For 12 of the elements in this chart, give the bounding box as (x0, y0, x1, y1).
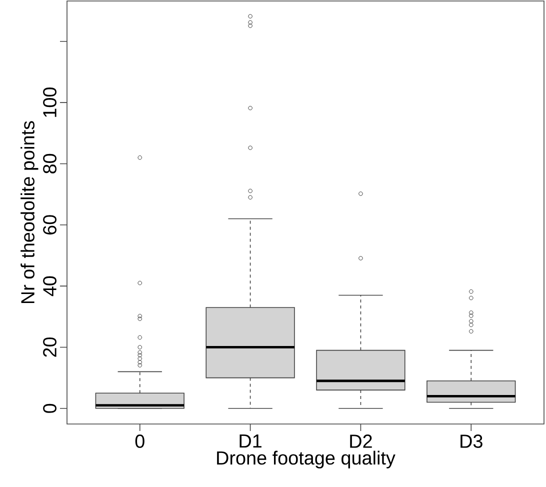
y-tick-label: 20 (43, 337, 56, 357)
x-tick-label: D2 (350, 434, 372, 448)
y-tick-label: 60 (43, 215, 56, 234)
x-tick-label: D3 (460, 434, 482, 448)
y-tick-label: 100 (43, 88, 56, 117)
x-tick-label: D1 (240, 434, 262, 448)
y-tick-label: 40 (43, 276, 56, 296)
y-tick-label: 80 (43, 154, 56, 174)
y-axis-title: Nr of theodolite points (20, 121, 38, 304)
x-tick-label: 0 (135, 434, 144, 448)
x-axis-title: Drone footage quality (217, 450, 396, 468)
y-tick-label: 0 (43, 404, 56, 413)
